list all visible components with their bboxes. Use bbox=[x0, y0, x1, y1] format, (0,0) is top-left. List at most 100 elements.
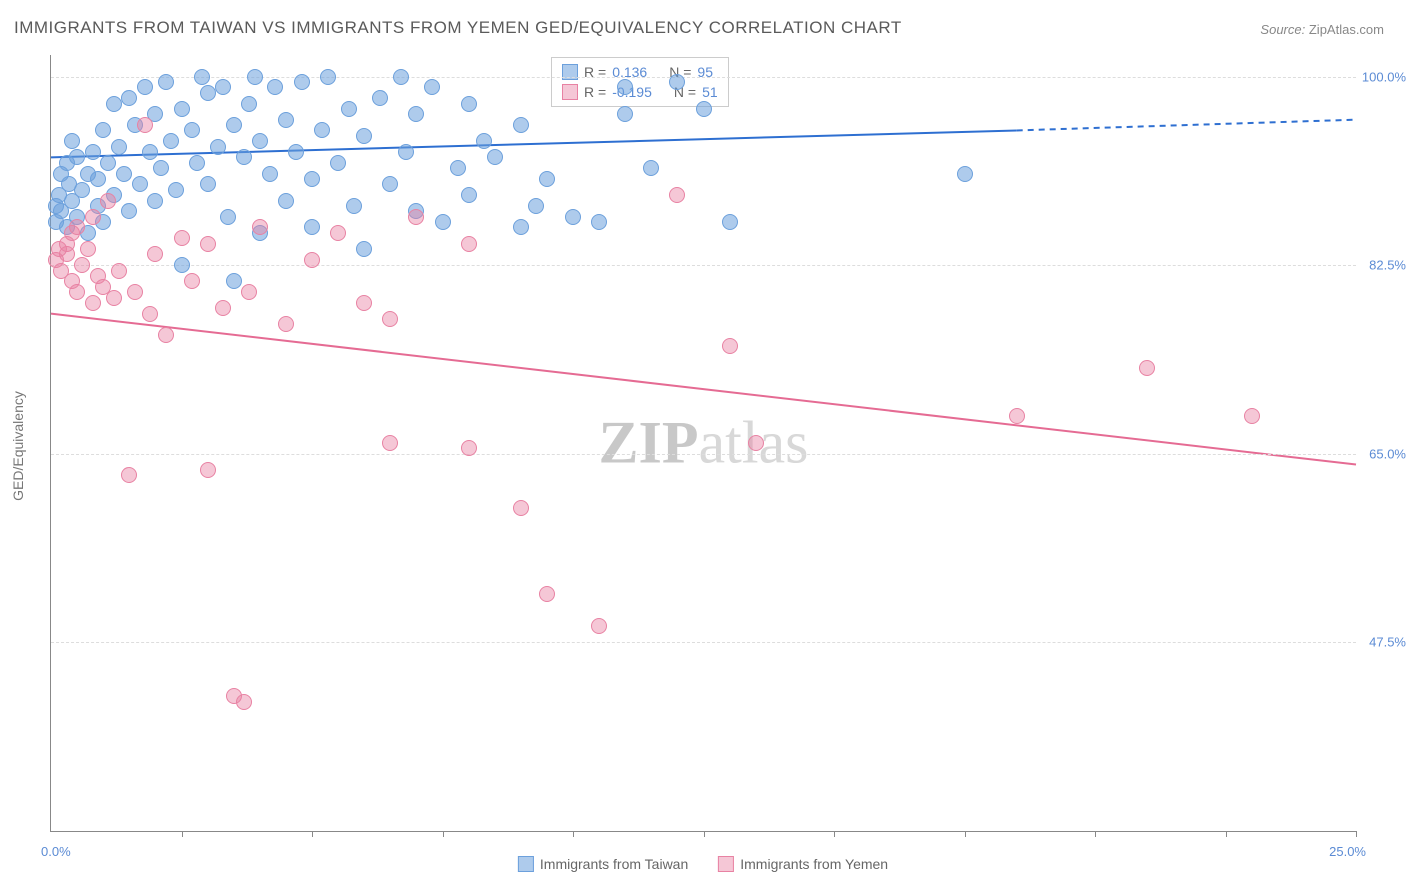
scatter-point bbox=[262, 166, 278, 182]
scatter-point bbox=[85, 144, 101, 160]
scatter-point bbox=[617, 106, 633, 122]
scatter-point bbox=[669, 187, 685, 203]
scatter-point bbox=[513, 500, 529, 516]
scatter-point bbox=[1009, 408, 1025, 424]
scatter-point bbox=[69, 149, 85, 165]
scatter-point bbox=[314, 122, 330, 138]
scatter-point bbox=[236, 149, 252, 165]
scatter-point bbox=[194, 69, 210, 85]
scatter-point bbox=[137, 117, 153, 133]
scatter-point bbox=[408, 106, 424, 122]
scatter-point bbox=[476, 133, 492, 149]
series-legend-item: Immigrants from Taiwan bbox=[518, 856, 688, 872]
y-tick-label: 82.5% bbox=[1358, 258, 1406, 273]
scatter-point bbox=[435, 214, 451, 230]
scatter-point bbox=[539, 171, 555, 187]
scatter-point bbox=[158, 327, 174, 343]
scatter-point bbox=[424, 79, 440, 95]
scatter-point bbox=[85, 209, 101, 225]
x-axis-min-label: 0.0% bbox=[41, 844, 71, 859]
plot-area: ZIPatlas R =0.136N =95R =-0.195N =51 0.0… bbox=[50, 55, 1356, 832]
scatter-point bbox=[513, 219, 529, 235]
scatter-point bbox=[200, 462, 216, 478]
scatter-point bbox=[142, 144, 158, 160]
scatter-point bbox=[278, 316, 294, 332]
scatter-point bbox=[80, 241, 96, 257]
scatter-point bbox=[487, 149, 503, 165]
scatter-point bbox=[330, 225, 346, 241]
scatter-point bbox=[330, 155, 346, 171]
scatter-point bbox=[189, 155, 205, 171]
scatter-point bbox=[356, 128, 372, 144]
scatter-point bbox=[320, 69, 336, 85]
scatter-point bbox=[957, 166, 973, 182]
x-axis-max-label: 25.0% bbox=[1329, 844, 1366, 859]
scatter-point bbox=[461, 440, 477, 456]
scatter-point bbox=[1139, 360, 1155, 376]
scatter-point bbox=[142, 306, 158, 322]
x-tick-mark bbox=[834, 831, 835, 837]
scatter-point bbox=[669, 74, 685, 90]
scatter-point bbox=[147, 193, 163, 209]
scatter-point bbox=[393, 69, 409, 85]
legend-row: R =0.136N =95 bbox=[562, 62, 718, 82]
scatter-point bbox=[85, 295, 101, 311]
legend-r-value: 0.136 bbox=[612, 62, 647, 82]
legend-swatch bbox=[718, 856, 734, 872]
scatter-point bbox=[111, 263, 127, 279]
scatter-point bbox=[184, 122, 200, 138]
scatter-point bbox=[210, 139, 226, 155]
scatter-point bbox=[74, 182, 90, 198]
scatter-point bbox=[174, 230, 190, 246]
y-axis-label: GED/Equivalency bbox=[10, 391, 26, 501]
scatter-point bbox=[236, 694, 252, 710]
legend-n-value: 51 bbox=[702, 82, 718, 102]
scatter-point bbox=[304, 219, 320, 235]
x-tick-mark bbox=[965, 831, 966, 837]
scatter-point bbox=[304, 252, 320, 268]
scatter-point bbox=[121, 467, 137, 483]
scatter-point bbox=[408, 209, 424, 225]
scatter-point bbox=[722, 214, 738, 230]
legend-swatch bbox=[562, 64, 578, 80]
scatter-point bbox=[356, 295, 372, 311]
scatter-point bbox=[200, 176, 216, 192]
x-tick-mark bbox=[312, 831, 313, 837]
scatter-point bbox=[163, 133, 179, 149]
source-attribution: Source: ZipAtlas.com bbox=[1260, 22, 1384, 37]
scatter-point bbox=[215, 79, 231, 95]
scatter-point bbox=[69, 284, 85, 300]
scatter-point bbox=[398, 144, 414, 160]
trend-line-dashed bbox=[1017, 120, 1356, 131]
scatter-point bbox=[121, 203, 137, 219]
scatter-point bbox=[252, 133, 268, 149]
trend-lines-svg bbox=[51, 55, 1356, 831]
scatter-point bbox=[132, 176, 148, 192]
y-tick-label: 65.0% bbox=[1358, 446, 1406, 461]
scatter-point bbox=[252, 219, 268, 235]
scatter-point bbox=[226, 273, 242, 289]
x-tick-mark bbox=[573, 831, 574, 837]
scatter-point bbox=[220, 209, 236, 225]
y-tick-label: 47.5% bbox=[1358, 635, 1406, 650]
scatter-point bbox=[278, 112, 294, 128]
x-tick-mark bbox=[1226, 831, 1227, 837]
scatter-point bbox=[382, 176, 398, 192]
legend-n-value: 95 bbox=[697, 62, 713, 82]
scatter-point bbox=[158, 74, 174, 90]
scatter-point bbox=[591, 214, 607, 230]
x-tick-mark bbox=[182, 831, 183, 837]
series-legend: Immigrants from TaiwanImmigrants from Ye… bbox=[518, 856, 888, 872]
scatter-point bbox=[247, 69, 263, 85]
series-name: Immigrants from Taiwan bbox=[540, 856, 688, 872]
scatter-point bbox=[372, 90, 388, 106]
scatter-point bbox=[69, 219, 85, 235]
source-value: ZipAtlas.com bbox=[1309, 22, 1384, 37]
scatter-point bbox=[121, 90, 137, 106]
scatter-point bbox=[722, 338, 738, 354]
trend-line-solid bbox=[51, 314, 1356, 465]
scatter-point bbox=[64, 133, 80, 149]
scatter-point bbox=[539, 586, 555, 602]
scatter-point bbox=[147, 246, 163, 262]
legend-swatch bbox=[518, 856, 534, 872]
